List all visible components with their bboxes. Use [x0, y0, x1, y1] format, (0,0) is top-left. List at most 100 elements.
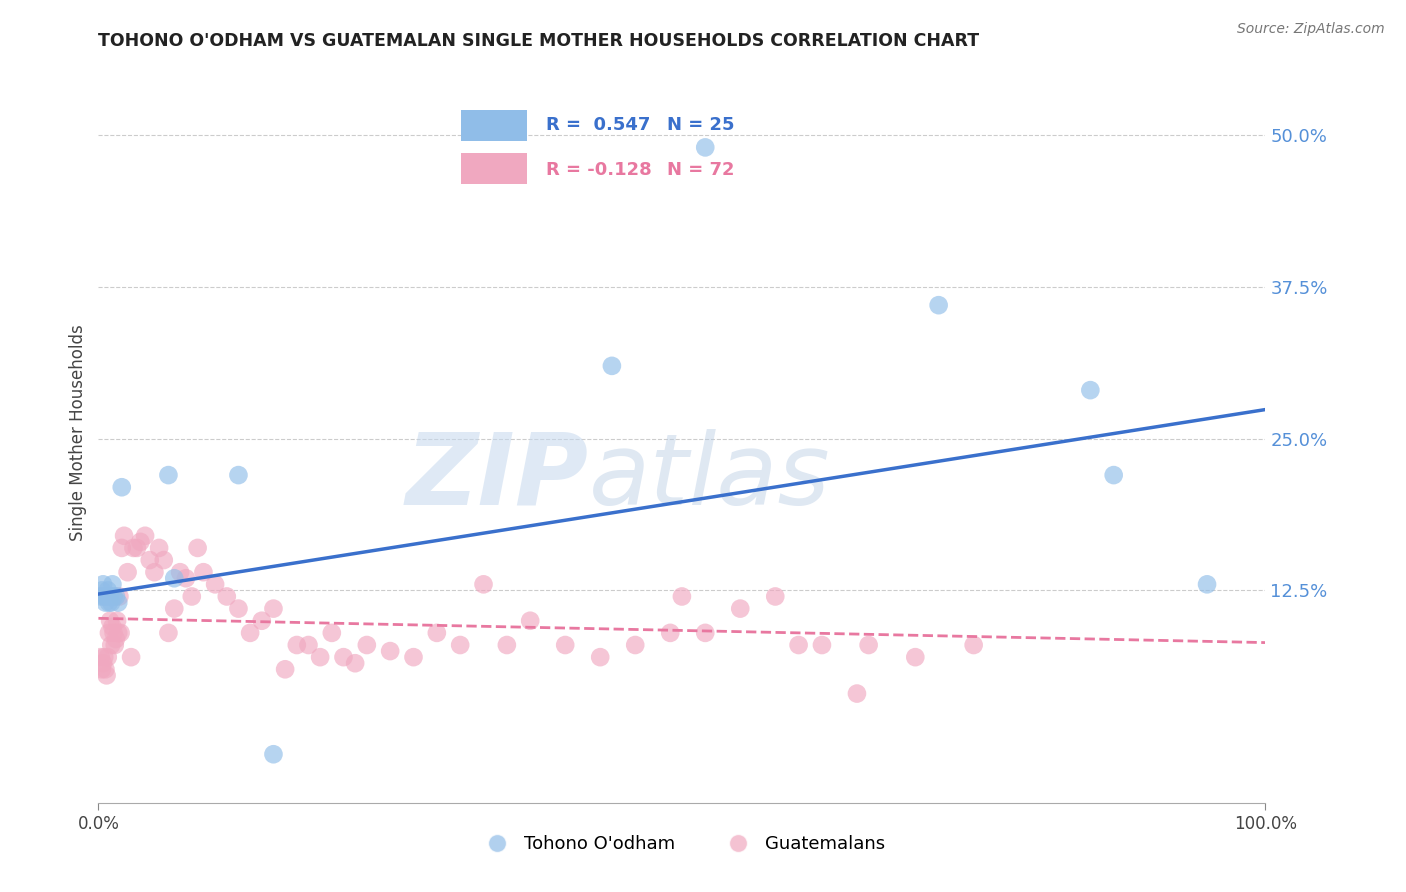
Point	[285, 638, 308, 652]
Point	[332, 650, 354, 665]
Point	[97, 583, 120, 598]
Point	[152, 553, 174, 567]
Point	[90, 583, 112, 598]
Point	[600, 359, 623, 373]
Point	[554, 638, 576, 652]
Point	[163, 571, 186, 585]
Point	[157, 626, 180, 640]
Point	[262, 747, 284, 762]
Point	[519, 614, 541, 628]
Point	[97, 650, 120, 665]
Point	[91, 657, 114, 671]
Point	[496, 638, 519, 652]
Y-axis label: Single Mother Households: Single Mother Households	[69, 325, 87, 541]
Point	[104, 638, 127, 652]
Point	[107, 595, 129, 609]
Point	[659, 626, 682, 640]
Point	[449, 638, 471, 652]
Point	[112, 529, 135, 543]
Point	[93, 650, 115, 665]
Point	[98, 590, 121, 604]
Point	[763, 590, 786, 604]
Point	[104, 632, 127, 646]
Point	[91, 577, 114, 591]
Text: ZIP: ZIP	[405, 428, 589, 525]
Point	[93, 590, 115, 604]
Point	[90, 662, 112, 676]
Point	[846, 687, 869, 701]
Point	[139, 553, 162, 567]
Point	[103, 626, 125, 640]
Point	[129, 534, 152, 549]
Point	[100, 638, 122, 652]
Point	[730, 601, 752, 615]
Point	[187, 541, 209, 555]
Point	[356, 638, 378, 652]
Point	[250, 614, 273, 628]
Point	[858, 638, 880, 652]
Point	[228, 468, 250, 483]
Point	[274, 662, 297, 676]
Point	[110, 626, 132, 640]
Point	[671, 590, 693, 604]
Point	[101, 577, 124, 591]
Point	[105, 614, 128, 628]
Point	[97, 626, 120, 640]
Point	[344, 657, 367, 671]
Point	[96, 590, 118, 604]
Point	[148, 541, 170, 555]
Point	[624, 638, 647, 652]
Text: TOHONO O'ODHAM VS GUATEMALAN SINGLE MOTHER HOUSEHOLDS CORRELATION CHART: TOHONO O'ODHAM VS GUATEMALAN SINGLE MOTH…	[98, 32, 980, 50]
Point	[94, 662, 117, 676]
Point	[96, 668, 118, 682]
Point	[472, 577, 495, 591]
Text: atlas: atlas	[589, 428, 830, 525]
Point	[928, 298, 950, 312]
Point	[120, 650, 142, 665]
Point	[239, 626, 262, 640]
Point	[108, 590, 131, 604]
Point	[111, 541, 134, 555]
Point	[962, 638, 984, 652]
Point	[100, 595, 122, 609]
Point	[94, 595, 117, 609]
Point	[125, 541, 148, 555]
Point	[589, 650, 612, 665]
Point	[321, 626, 343, 640]
Point	[174, 571, 197, 585]
Point	[380, 644, 402, 658]
Point	[169, 565, 191, 579]
Point	[117, 565, 139, 579]
Point	[193, 565, 215, 579]
Point	[111, 480, 134, 494]
Point	[811, 638, 834, 652]
Point	[215, 590, 238, 604]
Point	[90, 650, 112, 665]
Point	[1080, 383, 1102, 397]
Point	[1102, 468, 1125, 483]
Point	[180, 590, 202, 604]
Point	[103, 590, 125, 604]
Point	[122, 541, 145, 555]
Point	[402, 650, 425, 665]
Point	[97, 595, 120, 609]
Point	[262, 601, 284, 615]
Point	[695, 140, 717, 154]
Point	[101, 620, 124, 634]
Point	[98, 614, 121, 628]
Point	[309, 650, 332, 665]
Text: Source: ZipAtlas.com: Source: ZipAtlas.com	[1237, 22, 1385, 37]
Point	[104, 590, 127, 604]
Point	[426, 626, 449, 640]
Point	[228, 601, 250, 615]
Point	[90, 590, 112, 604]
Point	[1195, 577, 1218, 591]
Legend: Tohono O'odham, Guatemalans: Tohono O'odham, Guatemalans	[471, 828, 893, 861]
Point	[134, 529, 156, 543]
Point	[163, 601, 186, 615]
Point	[695, 626, 717, 640]
Point	[204, 577, 226, 591]
Point	[143, 565, 166, 579]
Point	[297, 638, 319, 652]
Point	[157, 468, 180, 483]
